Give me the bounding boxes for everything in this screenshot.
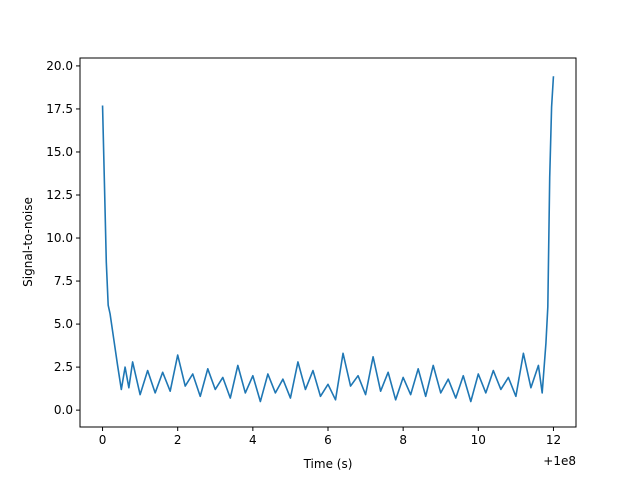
x-axis-offset-label: +1e8 [543, 454, 576, 468]
y-tick-label: 5.0 [54, 317, 73, 331]
x-tick-label: 0 [99, 433, 107, 447]
y-tick-label: 10.0 [46, 231, 73, 245]
x-tick-label: 8 [399, 433, 407, 447]
y-tick-label: 12.5 [46, 188, 73, 202]
x-tick-label: 4 [249, 433, 257, 447]
plot-area [101, 76, 555, 403]
y-tick-label: 15.0 [46, 145, 73, 159]
x-tick-label: 6 [324, 433, 332, 447]
y-tick-label: 7.5 [54, 274, 73, 288]
y-axis: 0.0 2.5 5.0 7.5 10.0 12.5 15.0 17.5 20.0 [46, 59, 80, 417]
x-tick-label: 2 [174, 433, 182, 447]
series-line [101, 76, 555, 403]
y-tick-label: 17.5 [46, 102, 73, 116]
x-tick-label: 10 [471, 433, 486, 447]
x-tick-label: 12 [546, 433, 561, 447]
y-tick-label: 2.5 [54, 360, 73, 374]
y-axis-label: Signal-to-noise [21, 197, 35, 287]
y-tick-label: 0.0 [54, 403, 73, 417]
y-tick-label: 20.0 [46, 59, 73, 73]
x-axis-label: Time (s) [303, 457, 353, 471]
x-axis: 0 2 4 6 8 10 12 [99, 427, 561, 447]
